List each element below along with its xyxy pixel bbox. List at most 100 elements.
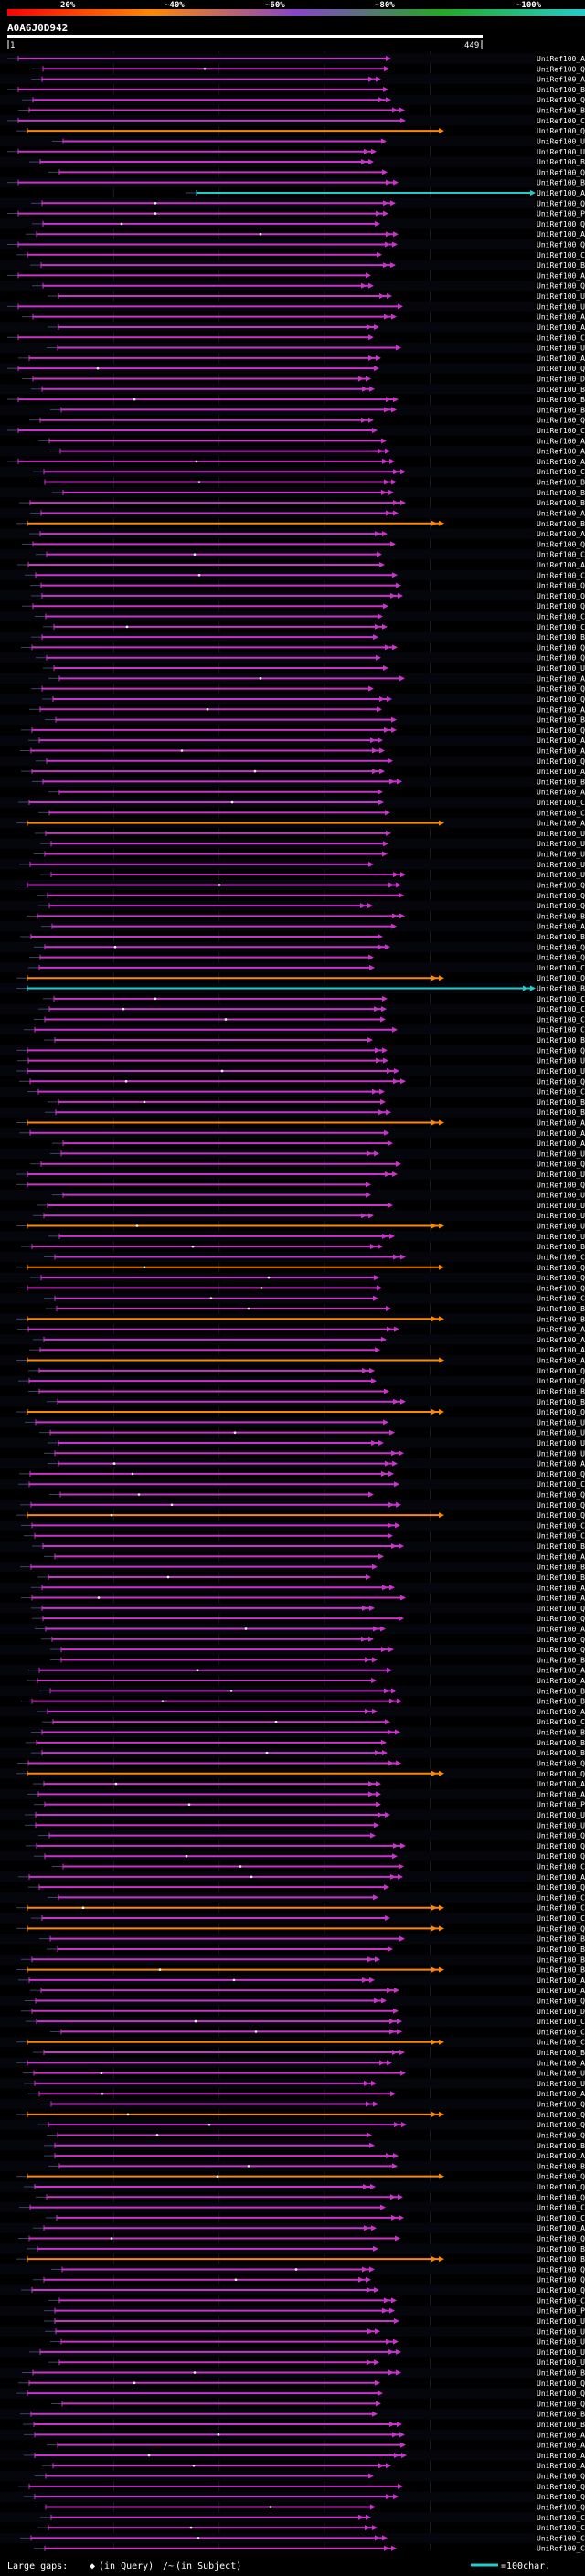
hit-label[interactable]: UniRef100_A4RSM4 [537,1790,585,1798]
hit-label[interactable]: UniRef100_UP1000.. [537,1233,585,1241]
hit-row[interactable]: UniRef100_C7TJ20 [0,1086,585,1097]
hit-row[interactable]: UniRef100_Q5YB77 [36,2193,585,2201]
hit-row[interactable]: UniRef100_UP1000.. [44,2317,585,2326]
hit-row[interactable]: UniRef100_Q7QEF9 [0,94,585,105]
hit-label[interactable]: UniRef100_A5DTQ5 [537,458,585,466]
hit-label[interactable]: UniRef100_C7TJ20 [537,1088,585,1097]
hit-label[interactable]: UniRef100_Q9PFQ6 [537,654,585,663]
hit-row[interactable]: UniRef100_Q6WD59 [30,582,585,590]
hit-row[interactable]: UniRef100_A6NCZ0 [0,1354,585,1366]
hit-row[interactable]: UniRef100_A7E6P9 [0,1458,585,1469]
hit-label[interactable]: UniRef100_C4Q0X4 [537,2028,585,2036]
hit-label[interactable]: UniRef100_P0S790 [537,1801,585,1809]
hit-label[interactable]: UniRef100_Q5V340 [537,1491,585,1500]
hit-label[interactable]: UniRef100_Q4YE14 [537,1924,585,1933]
hit-row[interactable]: UniRef100_C1FED3 [0,425,585,436]
hit-row[interactable]: UniRef100_A2R8N0 [48,789,585,797]
hit-row[interactable]: UniRef100_B4MFL7 [7,86,585,94]
hit-row[interactable]: UniRef100_A2VDC0 [38,437,585,445]
hit-row[interactable]: UniRef100_Q2QYZ3 [29,417,585,425]
hit-row[interactable]: UniRef100_C4J525 [0,1892,585,1903]
hit-label[interactable]: UniRef100_Q07UA8 [537,902,585,910]
hit-row[interactable]: UniRef100_A6MY93 [21,768,585,776]
hit-row[interactable]: UniRef100_UP1000.. [50,2338,585,2347]
hit-row[interactable]: UniRef100_A8X9R1 [0,1975,585,1986]
hit-row[interactable]: UniRef100_Q9S450 [0,2181,585,2192]
hit-label[interactable]: UniRef100_Q6WMN2 [537,1605,585,1613]
hit-label[interactable]: UniRef100_UP1000.. [537,2327,585,2336]
hit-label[interactable]: UniRef100_C0NQ83 [537,1026,585,1034]
hit-row[interactable]: UniRef100_A1CPW0 [52,1140,585,1148]
hit-row[interactable]: UniRef100_Q17434 [16,974,585,982]
hit-row[interactable]: UniRef100_Q6WMS6 [32,1615,585,1623]
hit-label[interactable]: UniRef100_B4T7Y6 [537,778,585,786]
hit-row[interactable]: UniRef100_A5E9N7 [26,230,585,239]
hit-label[interactable]: UniRef100_C7GZP5 [537,551,585,559]
hit-label[interactable]: UniRef100_Q91PQ9 [537,168,585,176]
hit-row[interactable]: UniRef100_Q4A2B5 [31,685,585,694]
hit-row[interactable]: UniRef100_C1EB66 [16,1904,585,1913]
hit-row[interactable]: UniRef100_Q21SC8 [47,2131,585,2139]
hit-label[interactable]: UniRef100_UP1000.. [537,148,585,156]
hit-label[interactable]: UniRef100_Q3JYB8 [537,1842,585,1850]
hit-row[interactable]: UniRef100_Q8L685 [0,1272,585,1283]
hit-label[interactable]: UniRef100_UP1000.. [537,1212,585,1220]
hit-row[interactable]: UniRef100_Q6FPM8 [0,2263,585,2275]
hit-label[interactable]: UniRef100_Q6SPF0 [537,1636,585,1644]
hit-row[interactable]: UniRef100_Q6C708 [33,2276,585,2284]
hit-label[interactable]: UniRef100_Q3HTX6 [537,943,585,951]
hit-label[interactable]: UniRef100_A9GS37 [537,2431,585,2439]
hit-row[interactable]: UniRef100_Q6ZGR3 [16,1284,585,1292]
hit-row[interactable]: UniRef100_Q4WCV2 [0,1375,585,1386]
hit-row[interactable]: UniRef100_A9EZL6 [0,528,585,539]
hit-label[interactable]: UniRef100_Q621Z3 [537,2121,585,2129]
hit-label[interactable]: UniRef100_C7BGM9 [537,1295,585,1303]
hit-label[interactable]: UniRef100_A6MY93 [537,768,585,776]
hit-label[interactable]: UniRef100_C8X890 [537,1480,585,1489]
hit-label[interactable]: UniRef100_Q4WCV2 [537,1377,585,1385]
hit-row[interactable]: UniRef100_B4MJ83 [26,1739,585,1747]
hit-row[interactable]: UniRef100_A0JT73 [186,189,585,197]
hit-row[interactable]: UniRef100_B2HN68 [16,520,585,528]
hit-row[interactable]: UniRef100_C9S8M2 [0,2016,585,2027]
hit-label[interactable]: UniRef100_Q8SYX6 [537,127,585,135]
hit-row[interactable]: UniRef100_Q1HM18 [0,1644,585,1655]
hit-label[interactable]: UniRef100_B4K7P9 [537,1574,585,1582]
hit-label[interactable]: UniRef100_A0JT73 [537,189,585,197]
hit-row[interactable]: UniRef100_Q2U6Q3 [17,1759,585,1767]
hit-row[interactable]: UniRef100_Q77FN5 [0,2388,585,2399]
hit-row[interactable]: UniRef100_B2HTQ1 [21,1243,585,1251]
hit-label[interactable]: UniRef100_C4QMD4 [537,613,585,621]
hit-row[interactable]: UniRef100_UP1000.. [0,1169,585,1180]
hit-label[interactable]: UniRef100_UP1000.. [537,1192,585,1200]
hit-label[interactable]: UniRef100_UP1000.. [537,1150,585,1158]
hit-label[interactable]: UniRef100_C1E5B0 [537,1914,585,1923]
hit-label[interactable]: UniRef100_B4MFL7 [537,86,585,94]
hit-row[interactable]: UniRef100_A8JNM1 [20,747,585,755]
hit-label[interactable]: UniRef100_C1FED3 [537,427,585,435]
hit-label[interactable]: UniRef100_A1D8N8 [537,1625,585,1633]
hit-row[interactable]: UniRef100_B2HE10 [27,912,585,920]
hit-label[interactable]: UniRef100_Q77FN5 [537,2390,585,2398]
hit-row[interactable]: UniRef100_Q9PFQ6 [0,652,585,663]
hit-label[interactable]: UniRef100_C6HS16 [537,571,585,579]
hit-label[interactable]: UniRef100_Q86BB4 [537,2235,585,2243]
hit-label[interactable]: UniRef100_B4JSM2 [537,716,585,725]
hit-row[interactable]: UniRef100_A6YP79 [0,445,585,457]
hit-label[interactable]: UniRef100_UP1000.. [537,2338,585,2347]
hit-label[interactable]: UniRef100_Q6ZGR3 [537,1284,585,1292]
hit-label[interactable]: UniRef100_A9K1I1 [537,2152,585,2160]
hit-label[interactable]: UniRef100_C4YR72 [537,2204,585,2212]
hit-label[interactable]: UniRef100_UP1000.. [537,1057,585,1065]
hit-row[interactable]: UniRef100_A9GS37 [0,2429,585,2440]
hit-label[interactable]: UniRef100_P03211 [537,210,585,218]
hit-label[interactable]: UniRef100_A4FYT3 [537,1553,585,1561]
hit-row[interactable]: UniRef100_C3SFG9 [7,334,585,342]
hit-row[interactable]: UniRef100_Q5KSL5 [0,239,585,250]
hit-label[interactable]: UniRef100_B2HQU6 [537,2142,585,2150]
hit-label[interactable]: UniRef100_Q1EP18 [537,1511,585,1520]
hit-label[interactable]: UniRef100_A4GIN0 [537,1873,585,1882]
hit-label[interactable]: UniRef100_A6YP80 [537,1595,585,1603]
hit-row[interactable]: UniRef100_A1D8N8 [0,1623,585,1635]
hit-label[interactable]: UniRef100_Q4M090 [537,2380,585,2388]
